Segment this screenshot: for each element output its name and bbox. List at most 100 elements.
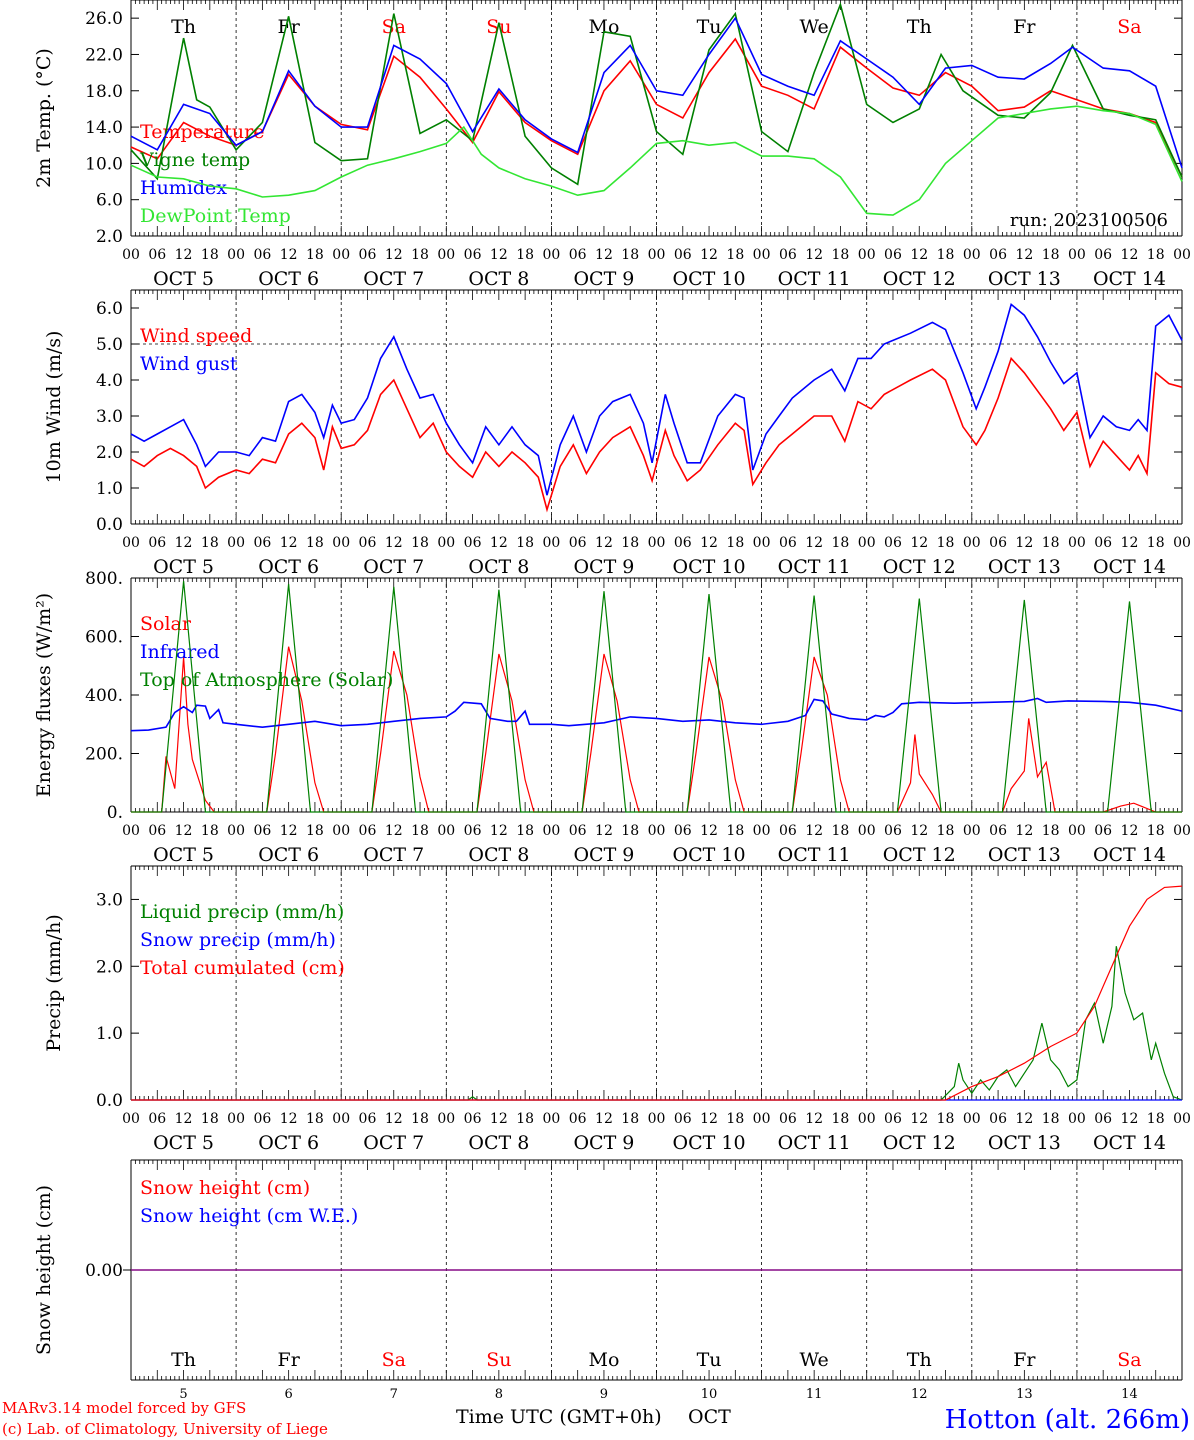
hour-tick-label: 00 [648, 823, 666, 839]
hour-tick-label: 12 [1121, 247, 1139, 263]
hour-tick-label: 12 [595, 247, 613, 263]
hour-tick-label: 06 [989, 247, 1007, 263]
hour-tick-label: 12 [490, 535, 508, 551]
date-label: OCT 12 [883, 556, 956, 578]
day-of-week-label-bottom: Tu [697, 1349, 722, 1371]
day-of-week-label-top: Fr [1013, 16, 1036, 38]
hour-tick-label: 18 [306, 1111, 324, 1127]
hour-tick-label: 06 [989, 1111, 1007, 1127]
date-label: OCT 9 [573, 844, 634, 866]
hour-tick-label: 06 [569, 1111, 587, 1127]
day-of-week-label-top: Th [907, 16, 932, 38]
hour-tick-label: 18 [832, 1111, 850, 1127]
series-line-wind-speed [130, 356, 1183, 513]
x-axis-month-label: OCT [688, 1406, 731, 1428]
hour-tick-label: 18 [937, 535, 955, 551]
day-number-label: 5 [179, 1387, 187, 1402]
hour-tick-label: 12 [1121, 823, 1139, 839]
hour-tick-label: 00 [858, 1111, 876, 1127]
date-label: OCT 14 [1093, 844, 1166, 866]
date-label: OCT 6 [258, 844, 319, 866]
hour-tick-label: 00 [858, 247, 876, 263]
hour-tick-label: 00 [963, 535, 981, 551]
panel-3: 0. 200. 400. 600. 800. Energy fluxes (W/m²) 00… [33, 569, 1191, 866]
hour-tick-label: 18 [621, 247, 639, 263]
hour-tick-label: 18 [411, 247, 429, 263]
hour-tick-label: 06 [884, 1111, 902, 1127]
date-label: OCT 7 [363, 556, 424, 578]
date-label: OCT 14 [1093, 556, 1166, 578]
y-tick-label: 800. [85, 569, 123, 589]
hour-tick-label: 00 [753, 823, 771, 839]
hour-tick-label: 12 [805, 1111, 823, 1127]
hour-tick-label: 12 [805, 535, 823, 551]
y-tick-label: 0.0 [96, 515, 123, 535]
y-tick-label: 26.0 [85, 9, 123, 29]
hour-tick-label: 06 [464, 535, 482, 551]
hour-tick-label: 00 [1068, 247, 1086, 263]
hour-tick-label: 06 [884, 247, 902, 263]
hour-tick-label: 06 [148, 1111, 166, 1127]
hour-tick-label: 06 [674, 823, 692, 839]
day-number-label: 7 [390, 1387, 398, 1402]
legend-entry: Liquid precip (mm/h) [140, 901, 344, 923]
hour-tick-label: 18 [201, 247, 219, 263]
hour-tick-label: 00 [963, 1111, 981, 1127]
day-of-week-label-bottom: Sa [382, 1349, 406, 1371]
day-number-label: 10 [701, 1387, 718, 1402]
hour-tick-label: 00 [963, 247, 981, 263]
hour-tick-label: 12 [385, 535, 403, 551]
hour-tick-label: 06 [674, 247, 692, 263]
hour-tick-label: 18 [1042, 1111, 1060, 1127]
date-label: OCT 5 [153, 1132, 214, 1154]
hour-tick-label: 12 [595, 1111, 613, 1127]
hour-tick-label: 00 [753, 247, 771, 263]
day-of-week-label-bottom: Fr [278, 1349, 301, 1371]
hour-tick-label: 18 [516, 823, 534, 839]
hour-tick-label: 12 [700, 823, 718, 839]
hour-tick-label: 06 [464, 823, 482, 839]
y-tick-label: 10.0 [85, 154, 123, 174]
hour-tick-label: 06 [253, 823, 271, 839]
date-label: OCT 10 [673, 1132, 746, 1154]
y-tick-label: 22.0 [85, 45, 123, 65]
run-label: run: 2023100506 [1010, 210, 1168, 231]
x-axis-label: Time UTC (GMT+0h) [456, 1406, 662, 1428]
day-number-label: 12 [911, 1387, 928, 1402]
hour-tick-label: 06 [884, 823, 902, 839]
hour-tick-label: 06 [1094, 823, 1112, 839]
day-of-week-label-top: Th [171, 16, 196, 38]
day-number-label: 6 [285, 1387, 293, 1402]
date-label: OCT 7 [363, 844, 424, 866]
legend-entry: Infrared [140, 641, 220, 663]
date-label: OCT 11 [778, 1132, 851, 1154]
hour-tick-label: 18 [832, 535, 850, 551]
hour-tick-label: 00 [227, 823, 245, 839]
date-label: OCT 11 [778, 268, 851, 290]
series-line-infrared [130, 697, 1183, 732]
hour-tick-label: 12 [385, 247, 403, 263]
day-of-week-label-bottom: We [800, 1349, 829, 1371]
legend-entry: DewPoint Temp [140, 205, 291, 227]
y-tick-label: 200. [85, 745, 123, 765]
hour-tick-label: 12 [910, 823, 928, 839]
hour-tick-label: 00 [542, 535, 560, 551]
hour-tick-label: 00 [332, 1111, 350, 1127]
hour-tick-label: 18 [937, 247, 955, 263]
day-of-week-label-bottom: Th [907, 1349, 932, 1371]
date-label: OCT 6 [258, 268, 319, 290]
date-label: OCT 6 [258, 556, 319, 578]
y-tick-label: 600. [85, 628, 123, 648]
day-number-label: 14 [1121, 1387, 1138, 1402]
hour-tick-label: 12 [700, 1111, 718, 1127]
meteogram-panels: Th Fr Sa Su Mo Tu We Th Fr Sa 2.0 6.0 10.0 14.0 18.0 22… [33, 0, 1191, 1402]
series-line-top-of-atmosphere-solar [131, 580, 1182, 813]
hour-tick-label: 18 [621, 823, 639, 839]
y-tick-label: 3.0 [96, 890, 123, 910]
hour-tick-label: 18 [516, 1111, 534, 1127]
hour-tick-label: 06 [1094, 247, 1112, 263]
hour-tick-label: 18 [306, 823, 324, 839]
date-label: OCT 11 [778, 556, 851, 578]
hour-tick-label: 12 [280, 823, 298, 839]
hour-tick-label: 00 [437, 535, 455, 551]
